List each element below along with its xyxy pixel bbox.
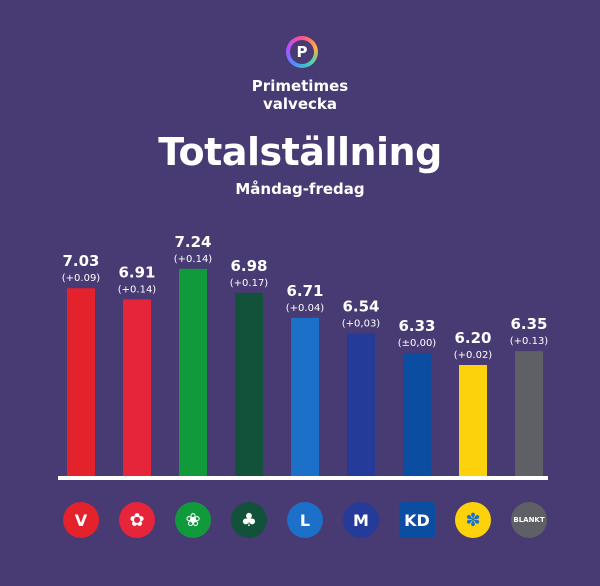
change-label: (±0,00) [398, 338, 437, 349]
blankt-icon: BLANKT [511, 502, 547, 538]
moderaterna-icon: M [343, 502, 379, 538]
value-label: 6.35 [510, 315, 547, 333]
change-label: (+0.09) [62, 273, 101, 284]
icon-glyph: ✿ [129, 509, 145, 531]
bar-mp [179, 268, 207, 476]
liberalerna-icon: L [287, 502, 323, 538]
value-label: 6.33 [398, 317, 435, 335]
logo-letter: P [290, 40, 314, 64]
bar-v [67, 288, 95, 476]
bar-l [291, 317, 319, 476]
bar-c [235, 292, 263, 476]
icon-glyph: ♣ [240, 509, 258, 531]
change-label: (+0.17) [230, 278, 269, 289]
miljopartiet-icon: ❀ [175, 502, 211, 538]
value-label: 7.24 [174, 233, 211, 251]
bar-m [347, 333, 375, 476]
icon-label: M [353, 510, 369, 530]
value-label: 6.54 [342, 298, 379, 316]
icon-label: BLANKT [513, 516, 545, 524]
bar-sd [459, 365, 487, 476]
vansterpartiet-icon: V [63, 502, 99, 538]
chart-title: Totalställning [158, 130, 442, 174]
kristdemokraterna-icon: KD [399, 502, 435, 538]
change-label: (+0.13) [510, 336, 549, 347]
value-label: 6.91 [118, 263, 155, 281]
icon-glyph: ❀ [185, 509, 201, 531]
icon-label: V [74, 510, 88, 530]
bar-blankt [515, 351, 543, 476]
icon-label: L [299, 510, 311, 530]
bar-kd [403, 352, 431, 476]
value-label: 6.20 [454, 329, 491, 347]
bar-s [123, 299, 151, 476]
change-label: (+0.02) [454, 350, 493, 361]
change-label: (+0.04) [286, 303, 325, 314]
x-axis-line [58, 476, 548, 480]
socialdemokraterna-icon: ✿ [119, 502, 155, 538]
value-label: 6.98 [230, 257, 267, 275]
icon-label: KD [404, 510, 430, 530]
change-label: (+0.14) [118, 284, 157, 295]
sverigedemokraterna-icon: ✽ [455, 502, 491, 538]
centerpartiet-icon: ♣ [231, 502, 267, 538]
primetime-logo-icon: P [286, 36, 318, 68]
value-label: 6.71 [286, 282, 323, 300]
icon-glyph: ✽ [465, 509, 481, 531]
chart-subtitle: Måndag-fredag [235, 180, 365, 198]
brand-line-2: valvecka [263, 95, 337, 113]
change-label: (+0.14) [174, 254, 213, 265]
brand-line-1: Primetimes [251, 77, 349, 95]
change-label: (+0,03) [342, 319, 381, 330]
value-label: 7.03 [62, 252, 99, 270]
